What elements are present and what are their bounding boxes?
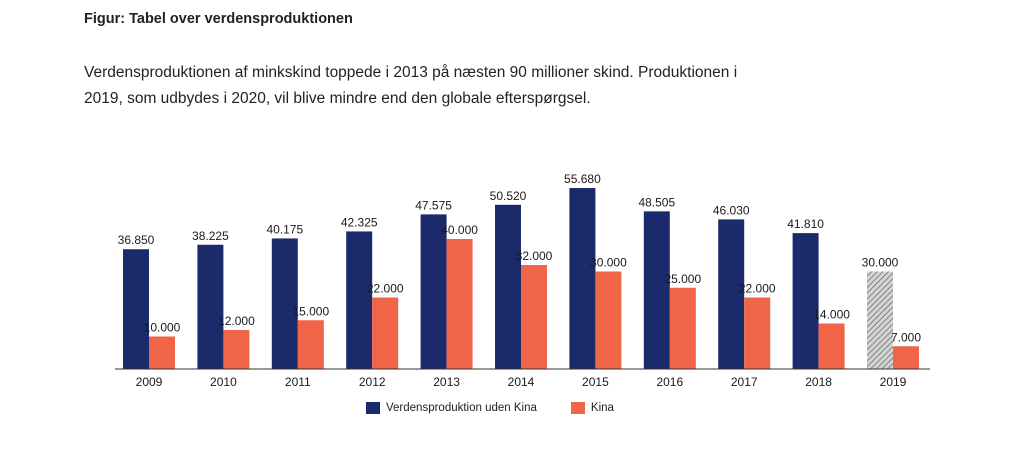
label-world-2014: 50.520 — [490, 189, 527, 203]
label-world-2015: 55.680 — [564, 172, 601, 186]
bar-world-2011 — [271, 238, 298, 369]
x-tick-2014: 2014 — [508, 375, 535, 389]
x-tick-2017: 2017 — [731, 375, 758, 389]
label-world-2010: 38.225 — [192, 229, 229, 243]
label-china-2018: 14.000 — [813, 308, 850, 322]
bar-china-2015 — [595, 271, 622, 369]
label-china-2015: 30.000 — [590, 256, 627, 270]
label-world-2018: 41.810 — [787, 217, 824, 231]
label-world-2016: 48.505 — [638, 195, 675, 209]
bar-china-2018 — [818, 323, 845, 369]
bar-china-2013 — [446, 239, 473, 369]
x-tick-2018: 2018 — [805, 375, 832, 389]
bar-world-2019 — [867, 271, 893, 369]
bar-world-2017 — [718, 219, 745, 369]
label-china-2017: 22.000 — [739, 282, 776, 296]
bar-world-2018 — [792, 233, 819, 369]
x-tick-2009: 2009 — [136, 375, 163, 389]
x-tick-2010: 2010 — [210, 375, 237, 389]
legend-item-china: Kina — [570, 402, 614, 414]
bar-china-2011 — [297, 320, 324, 369]
label-china-2013: 40.000 — [441, 223, 478, 237]
intro-line-2: 2019, som udbydes i 2020, vil blive mind… — [84, 90, 591, 107]
label-china-2014: 32.000 — [516, 249, 553, 263]
bar-china-2012 — [372, 297, 399, 369]
bar-china-2019 — [893, 346, 919, 369]
legend-label-china: Kina — [590, 402, 614, 414]
legend-label-world: Verdensproduktion uden Kina — [386, 402, 537, 414]
intro-text: Verdensproduktionen af minkskind toppede… — [84, 60, 804, 112]
label-china-2012: 22.000 — [367, 282, 404, 296]
bar-china-2009 — [149, 336, 175, 369]
bar-world-2012 — [346, 231, 373, 369]
label-china-2019: 7.000 — [891, 330, 921, 344]
x-tick-2013: 2013 — [433, 375, 460, 389]
legend-swatch-world — [366, 402, 380, 414]
intro-line-1: Verdensproduktionen af minkskind toppede… — [84, 64, 738, 81]
label-china-2011: 15.000 — [292, 304, 329, 318]
figure-heading: Figur: Tabel over verdensproduktionen — [84, 11, 353, 27]
x-tick-2019: 2019 — [880, 375, 907, 389]
bar-world-2009 — [123, 249, 149, 369]
bar-world-2010 — [197, 244, 224, 369]
bar-china-2014 — [521, 265, 547, 369]
label-world-2017: 46.030 — [713, 203, 750, 217]
label-china-2009: 10.000 — [144, 321, 181, 335]
legend-item-world: Verdensproduktion uden Kina — [366, 402, 537, 414]
label-world-2011: 40.175 — [266, 222, 303, 236]
label-world-2012: 42.325 — [341, 215, 378, 229]
bar-world-2015 — [569, 188, 596, 369]
bar-world-2014 — [495, 204, 521, 369]
bar-world-2013 — [420, 214, 447, 369]
bar-china-2017 — [744, 297, 771, 369]
label-world-2013: 47.575 — [415, 198, 452, 212]
x-tick-2012: 2012 — [359, 375, 386, 389]
x-tick-2011: 2011 — [285, 375, 311, 389]
label-world-2019: 30.000 — [862, 256, 899, 270]
bar-china-2016 — [669, 287, 696, 369]
legend-swatch-china — [570, 402, 585, 414]
bar-world-2016 — [643, 211, 670, 369]
bar-china-2010 — [223, 330, 250, 369]
x-tick-2015: 2015 — [582, 375, 609, 389]
legend: Verdensproduktion uden Kina Kina — [366, 402, 648, 414]
label-world-2009: 36.850 — [118, 233, 155, 247]
label-china-2016: 25.000 — [664, 272, 701, 286]
label-china-2010: 12.000 — [218, 314, 255, 328]
x-tick-2016: 2016 — [656, 375, 683, 389]
